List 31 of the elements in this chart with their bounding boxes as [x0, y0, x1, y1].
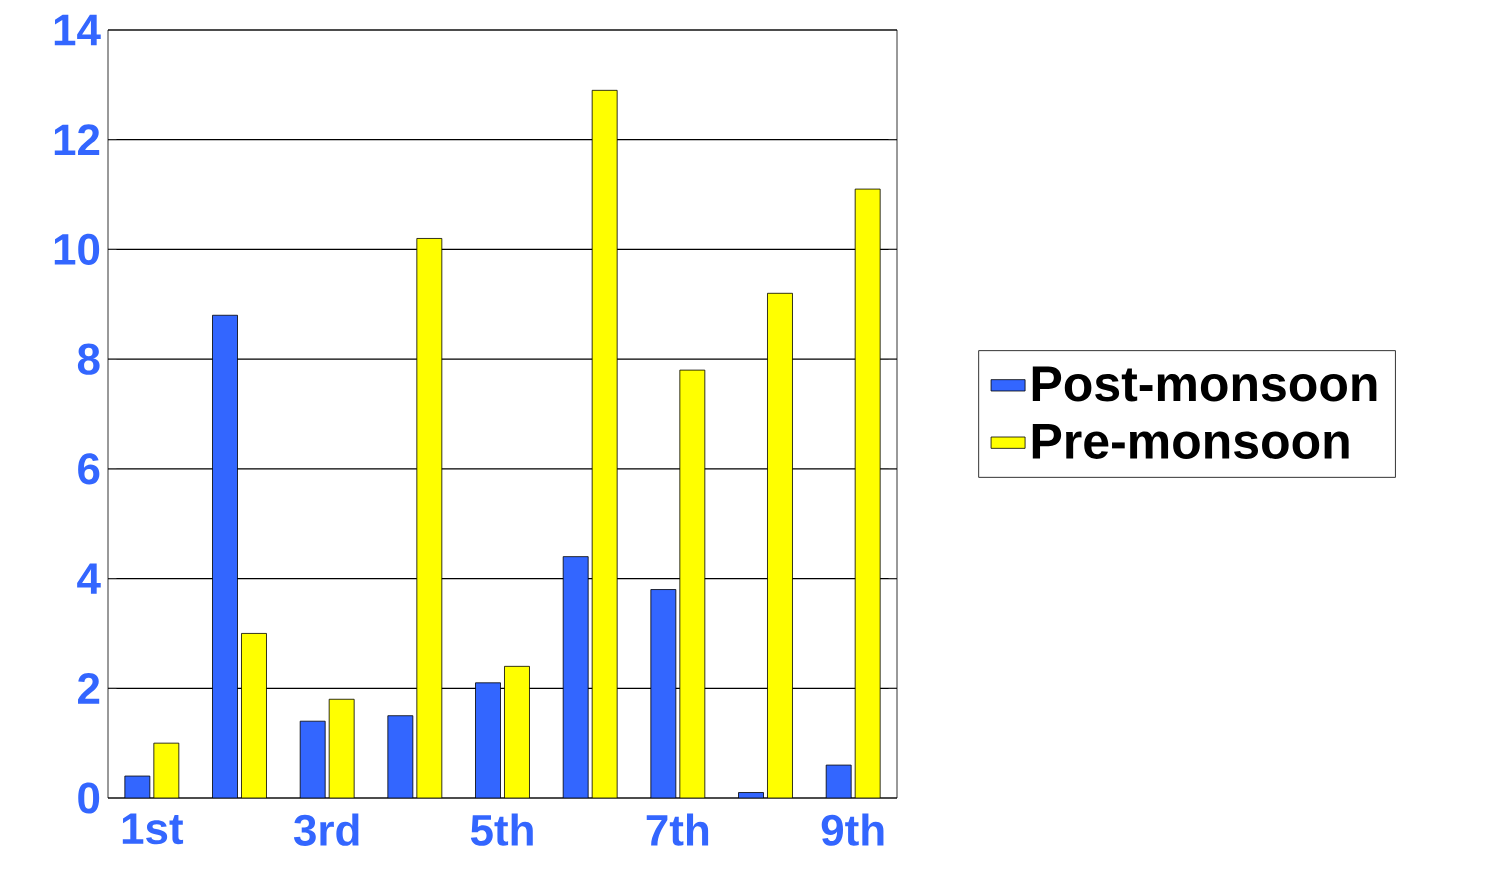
y-tick-label: 12	[54, 124, 100, 156]
bar	[679, 369, 706, 798]
y-tick-label: 2	[78, 672, 100, 704]
y-tick-label: 10	[54, 233, 100, 266]
bar	[416, 238, 443, 798]
y-tick-label: 8	[77, 343, 100, 375]
bar	[212, 314, 238, 798]
bar	[328, 698, 355, 798]
bar	[650, 589, 677, 798]
x-tick-label: 3rd	[293, 813, 359, 846]
bar	[241, 633, 267, 798]
bar	[153, 742, 180, 798]
legend-label: Pre-monsoon	[1032, 423, 1349, 459]
bar	[475, 682, 501, 798]
bar	[591, 89, 618, 798]
bar	[562, 556, 589, 798]
x-tick-label: 5th	[470, 813, 533, 846]
bar	[299, 720, 326, 798]
y-tick-label: 6	[78, 453, 100, 485]
legend-label: Post-monsoon	[1032, 366, 1377, 402]
bar	[504, 665, 530, 798]
bar	[825, 764, 852, 798]
x-tick-label: 7th	[646, 813, 709, 846]
y-tick-label: 14	[54, 14, 101, 46]
y-tick-label: 0	[78, 782, 100, 814]
bar	[854, 188, 881, 798]
x-tick-label: 9th	[821, 813, 884, 846]
bar	[387, 715, 414, 798]
x-tick-label: 1st	[122, 813, 184, 845]
y-tick-label: 4	[77, 563, 101, 594]
bar	[767, 292, 793, 798]
